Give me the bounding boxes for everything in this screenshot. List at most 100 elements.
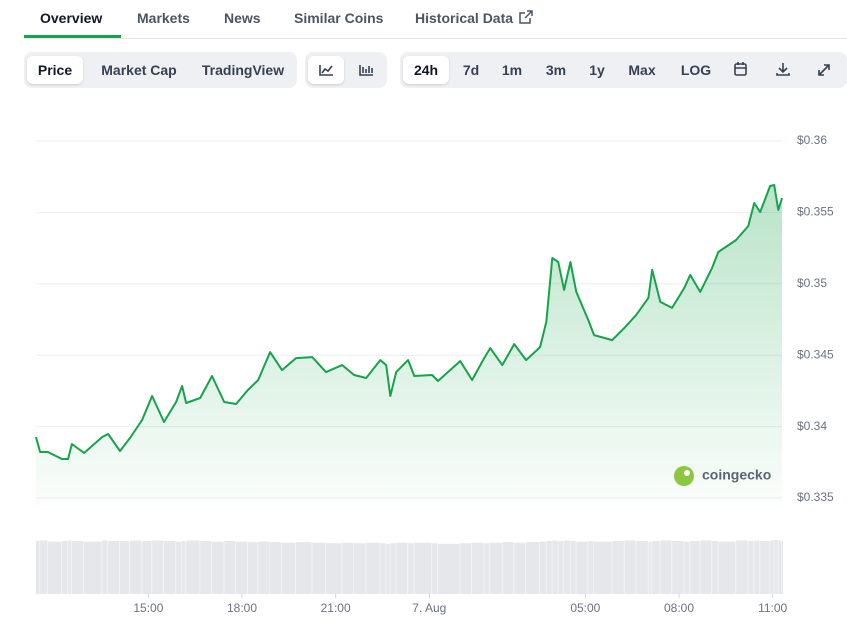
volume-bar: [163, 541, 176, 594]
volume-bar: [408, 543, 414, 594]
volume-bar: [68, 540, 72, 594]
volume-bar: [712, 541, 718, 594]
volume-bar: [296, 542, 312, 594]
tab[interactable]: Historical Data: [415, 10, 533, 26]
volume-bar: [108, 541, 120, 594]
volume-bar: [546, 541, 552, 594]
x-tick-label: 05:00: [570, 601, 600, 615]
tab[interactable]: Similar Coins: [294, 10, 384, 26]
x-tick-label: 7. Aug: [412, 601, 446, 615]
volume-bar: [186, 540, 200, 594]
volume-bar: [386, 543, 390, 594]
volume-bar: [390, 543, 396, 594]
volume-bar: [102, 540, 108, 594]
volume-bar: [748, 541, 754, 594]
active-tab-underline: [24, 35, 121, 38]
volume-bar: [760, 541, 770, 594]
volume-bar: [502, 542, 514, 594]
range-button[interactable]: Max: [628, 62, 656, 78]
y-tick-label: $0.335: [797, 490, 834, 504]
range-button[interactable]: LOG: [680, 62, 712, 78]
volume-bar: [47, 541, 62, 594]
x-tick-label: 15:00: [133, 601, 163, 615]
y-tick-label: $0.345: [797, 347, 834, 361]
y-tick-label: $0.34: [797, 419, 827, 433]
tab[interactable]: Markets: [137, 10, 190, 26]
calendar-icon[interactable]: [734, 62, 747, 76]
volume-bar: [558, 541, 564, 594]
volume-bar: [342, 542, 354, 594]
volume-bar: [36, 541, 40, 594]
volume-bar: [552, 540, 558, 594]
y-tick-label: $0.35: [797, 276, 827, 290]
tab[interactable]: News: [224, 10, 261, 26]
volume-bar: [514, 542, 526, 594]
y-tick-label: $0.355: [797, 205, 834, 219]
volume-bar: [414, 542, 432, 594]
tab-bar: Overview Markets News Similar Coins Historic…: [24, 0, 847, 39]
icon: [319, 65, 333, 76]
volume-bar: [782, 541, 783, 594]
range-button[interactable]: 24h: [403, 56, 449, 84]
download-icon[interactable]: [776, 63, 790, 76]
range-group: 24h 7d 1m 3m 1y Max LOG: [400, 52, 847, 88]
volume-bar: [325, 543, 342, 594]
volume-bar: [152, 540, 164, 594]
volume-bar: [652, 541, 660, 594]
range-button[interactable]: 1m: [501, 62, 523, 78]
volume-bar: [460, 543, 472, 594]
tab[interactable]: Overview: [40, 10, 103, 26]
volume-bar: [432, 543, 438, 594]
volume-bar: [690, 541, 700, 594]
watermark-text: coingecko: [702, 467, 771, 483]
volume-bar: [61, 541, 68, 594]
volume-bar: [612, 541, 624, 594]
x-tick-label: 21:00: [321, 601, 351, 615]
volume-bar: [736, 540, 748, 594]
volume-bar: [672, 541, 684, 594]
chart-style-group: [305, 52, 387, 88]
volume-bar: [490, 542, 502, 594]
volume-bar: [142, 541, 152, 594]
volume-bar: [754, 540, 760, 594]
candle-chart-button[interactable]: [348, 56, 384, 84]
volume-bar: [182, 541, 186, 594]
volume-bar: [396, 542, 408, 594]
volume-bar: [472, 542, 484, 594]
expand-icon[interactable]: [818, 64, 830, 76]
volume-bar: [281, 542, 296, 594]
range-button[interactable]: 3m: [545, 62, 567, 78]
volume-bar: [438, 543, 460, 594]
range-button[interactable]: 7d: [462, 62, 480, 78]
volume-bar: [212, 541, 224, 594]
volume-bar: [526, 542, 540, 594]
volume-bar: [176, 541, 182, 594]
volume-bar: [484, 543, 490, 594]
price-area: [36, 185, 782, 505]
volume-bar: [84, 541, 102, 594]
metric-button[interactable]: TradingView: [201, 62, 285, 78]
metric-button[interactable]: Price: [27, 56, 83, 84]
metric-button[interactable]: Market Cap: [101, 62, 177, 78]
price-line: [35, 184, 783, 460]
line-chart-button[interactable]: [308, 56, 344, 84]
volume-bar: [236, 541, 248, 594]
volume-bar: [119, 541, 130, 594]
volume-bar: [247, 542, 258, 594]
volume-bar: [594, 541, 612, 594]
range-button[interactable]: 1y: [589, 62, 605, 78]
tool-icons: [734, 62, 830, 76]
volume-bar: [354, 543, 366, 594]
volume-bar: [778, 540, 782, 594]
volume-bar: [564, 540, 570, 594]
volume-bar: [770, 540, 774, 594]
volume-bar: [774, 540, 778, 594]
x-tick-label: 11:00: [758, 601, 787, 615]
y-tick-label: $0.36: [797, 133, 827, 147]
volume-bar: [380, 543, 386, 594]
volume-bar: [540, 541, 546, 594]
external-link-icon: [519, 10, 533, 24]
volume-bar: [200, 541, 212, 594]
